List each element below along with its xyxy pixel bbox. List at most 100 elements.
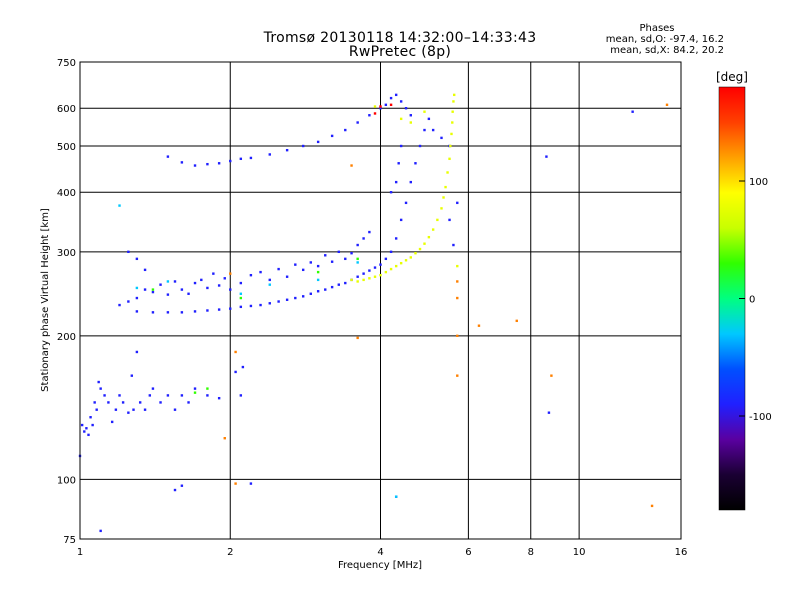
data-point xyxy=(452,243,455,247)
data-point xyxy=(301,268,305,272)
plot-frame xyxy=(79,61,682,540)
data-point xyxy=(193,387,197,390)
data-point xyxy=(423,242,426,245)
data-point xyxy=(99,529,102,533)
data-point xyxy=(368,277,371,280)
data-point xyxy=(143,268,147,272)
data-point xyxy=(159,401,162,404)
data-point xyxy=(344,257,347,261)
data-point xyxy=(456,280,459,283)
data-point xyxy=(324,288,327,291)
data-point xyxy=(239,292,243,295)
colorbar-ticks: 100 0 -100 xyxy=(739,177,772,423)
data-point xyxy=(399,261,403,265)
data-point xyxy=(409,180,412,184)
data-point xyxy=(418,144,422,148)
data-point xyxy=(356,275,359,278)
data-point xyxy=(223,437,226,440)
data-point xyxy=(151,290,155,294)
data-point xyxy=(373,275,377,278)
data-point xyxy=(127,300,130,303)
data-point xyxy=(166,280,170,283)
chart-title: Tromsø 20130118 14:32:00–14:33:43 xyxy=(263,30,537,46)
data-point xyxy=(135,310,139,313)
data-point xyxy=(80,423,84,427)
data-point xyxy=(268,278,271,282)
data-point xyxy=(399,117,403,121)
data-point xyxy=(180,311,184,314)
data-point xyxy=(427,235,431,239)
data-point xyxy=(268,283,271,286)
data-point xyxy=(259,303,262,307)
x-tick-label: 4 xyxy=(377,547,383,558)
data-point xyxy=(316,140,320,144)
data-point xyxy=(309,292,312,295)
data-point xyxy=(173,488,177,492)
data-point xyxy=(389,191,393,194)
data-point xyxy=(85,427,88,430)
data-point xyxy=(268,302,271,305)
data-point xyxy=(217,396,221,400)
data-point xyxy=(452,100,455,103)
data-point xyxy=(316,270,320,274)
data-point xyxy=(249,304,253,308)
y-tick-label: 500 xyxy=(57,142,76,153)
data-point xyxy=(173,280,177,283)
x-tick-label: 8 xyxy=(528,547,534,558)
data-point xyxy=(166,155,170,158)
data-point xyxy=(350,252,353,255)
data-point xyxy=(316,290,320,293)
colorbar-tick-label: 100 xyxy=(749,177,768,188)
data-point xyxy=(448,218,451,222)
y-tick-label: 75 xyxy=(63,535,76,546)
y-tick-label: 600 xyxy=(57,104,76,115)
data-point xyxy=(477,324,481,327)
x-axis-label: Frequency [MHz] xyxy=(338,560,422,571)
data-point xyxy=(217,284,221,287)
data-point xyxy=(206,309,209,312)
data-point xyxy=(229,288,232,291)
chart-subtitle: RwPretec (8p) xyxy=(348,44,452,60)
data-point xyxy=(368,114,371,117)
data-point xyxy=(301,144,305,148)
data-point xyxy=(356,336,359,340)
data-point xyxy=(130,374,134,377)
data-point xyxy=(241,365,245,369)
data-point xyxy=(547,411,551,414)
data-point xyxy=(409,121,412,124)
data-point xyxy=(301,295,305,298)
data-point xyxy=(394,264,398,268)
data-point xyxy=(316,264,320,268)
data-point xyxy=(259,270,262,274)
data-point xyxy=(180,161,184,164)
data-point xyxy=(399,144,403,148)
data-point xyxy=(294,263,297,266)
data-point xyxy=(206,394,209,397)
data-point xyxy=(268,153,271,156)
grid-lines xyxy=(80,62,681,539)
data-point xyxy=(384,103,388,107)
data-point xyxy=(418,247,422,251)
data-point xyxy=(379,105,382,108)
phases-mean-x: mean, sd,X: 84.2, 20.2 xyxy=(610,45,724,56)
data-point xyxy=(450,132,453,136)
data-point xyxy=(83,430,86,433)
data-point xyxy=(368,269,371,272)
data-point xyxy=(344,281,347,285)
phases-heading: Phases xyxy=(639,23,675,34)
data-point xyxy=(143,408,147,411)
data-point xyxy=(206,162,209,166)
data-point xyxy=(356,280,359,283)
data-point xyxy=(337,283,341,286)
data-point xyxy=(442,196,445,199)
data-point xyxy=(148,394,152,397)
data-point xyxy=(110,420,114,424)
data-point xyxy=(309,261,312,264)
data-point xyxy=(337,250,341,254)
data-point xyxy=(356,261,359,264)
data-point xyxy=(379,107,382,110)
data-point xyxy=(356,257,359,261)
data-point xyxy=(173,408,177,411)
data-point xyxy=(456,264,459,268)
